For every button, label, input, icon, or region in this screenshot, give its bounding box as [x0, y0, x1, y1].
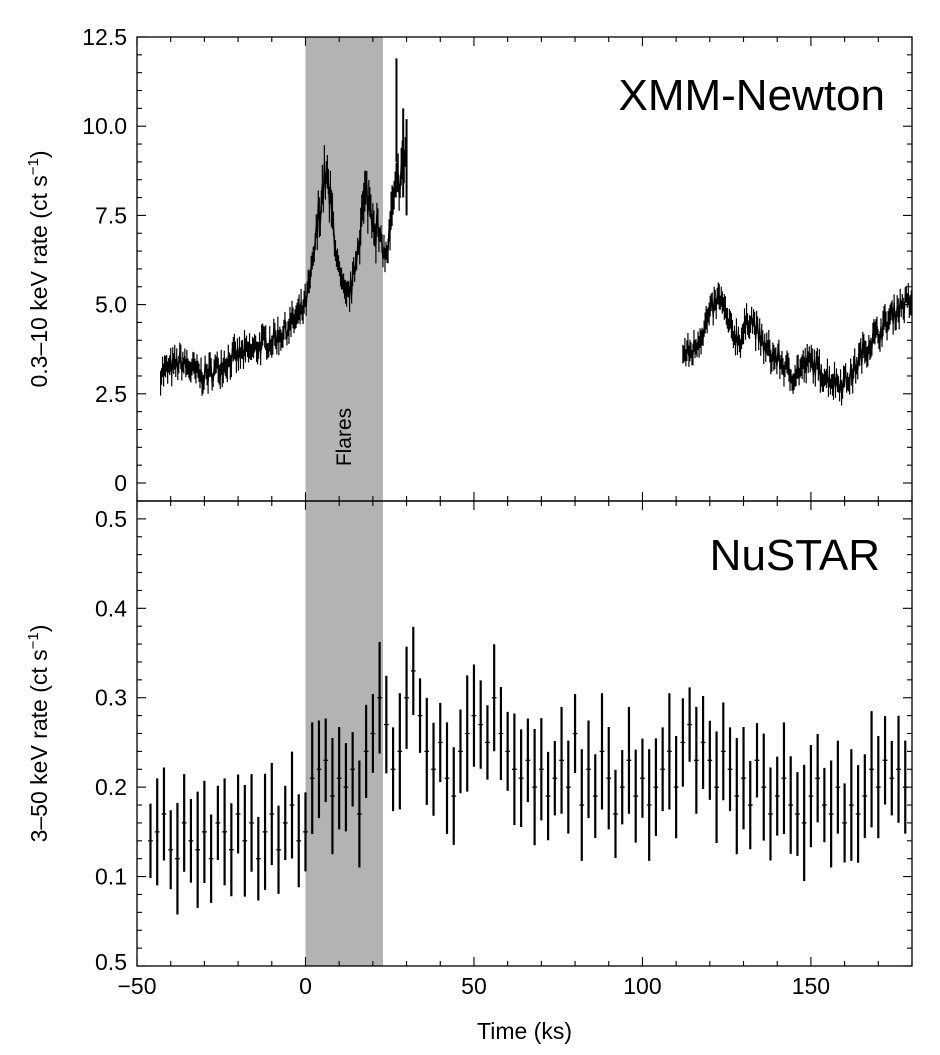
y-tick-label: 0.1 — [95, 864, 127, 890]
nustar-axes: −50 0 50 100 150 0.5 0.1 0.2 0.3 0.4 0.5 — [95, 500, 913, 999]
nustar-y-axis-title-sup: −1 — [25, 632, 42, 649]
nustar-y-axis-title: 3–50 keV rate (ct s−1) — [25, 625, 52, 843]
nustar-panel-label: NuSTAR — [710, 531, 880, 580]
xmm-y-axis-title-close: ) — [26, 150, 52, 158]
nustar-y-axis-title-close: ) — [26, 625, 52, 633]
y-tick-label: 7.5 — [95, 202, 127, 228]
xmm-y-axis-title: 0.3–10 keV rate (ct s−1) — [25, 150, 52, 387]
xmm-series-line — [159, 144, 407, 386]
xmm-light-curve — [159, 58, 912, 406]
x-tick-label: 0 — [299, 973, 312, 999]
xmm-newton-panel-label: XMM-Newton — [619, 71, 886, 120]
nustar-y-axis-title-main: 3–50 keV rate (ct s — [26, 649, 52, 842]
xmm-axes: 0 2.5 5.0 7.5 10.0 12.5 — [82, 24, 913, 501]
y-tick-label: 12.5 — [82, 24, 127, 50]
x-tick-label: −50 — [117, 973, 156, 999]
y-tick-label: 5.0 — [95, 292, 127, 318]
x-axis-title: Time (ks) — [477, 1018, 572, 1044]
xmm-series-line — [682, 291, 912, 396]
nustar-light-curve — [148, 626, 908, 915]
y-tick-label: 0.2 — [95, 774, 127, 800]
x-tick-label: 50 — [461, 973, 487, 999]
x-tick-label: 100 — [623, 973, 661, 999]
y-tick-label: 2.5 — [95, 381, 127, 407]
xmm-y-axis-title-sup: −1 — [25, 158, 42, 175]
y-tick-label: 0.5 — [95, 949, 127, 975]
y-tick-label: 0.4 — [95, 595, 127, 621]
y-tick-label: 10.0 — [82, 113, 127, 139]
flares-label: Flares — [333, 408, 356, 466]
y-tick-label: 0.5 — [95, 506, 127, 532]
xmm-y-axis-title-main: 0.3–10 keV rate (ct s — [26, 175, 52, 387]
y-tick-label: 0.3 — [95, 685, 127, 711]
y-tick-label: 0 — [114, 470, 127, 496]
x-tick-label: 150 — [792, 973, 830, 999]
